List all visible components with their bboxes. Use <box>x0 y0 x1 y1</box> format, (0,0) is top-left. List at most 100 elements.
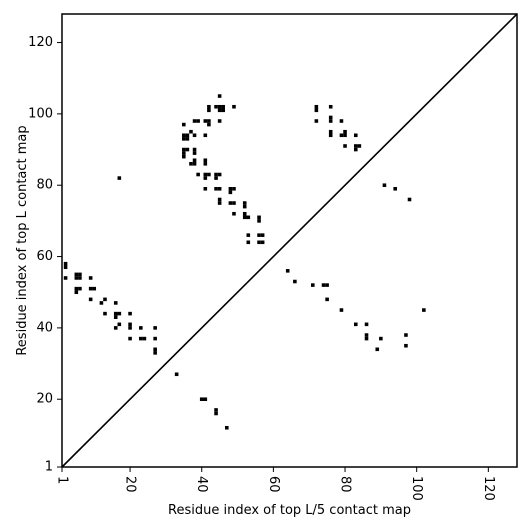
contact-point <box>196 172 200 177</box>
contact-point <box>203 176 208 180</box>
contact-point <box>203 187 208 191</box>
contact-point <box>285 269 290 273</box>
contact-point <box>422 308 426 312</box>
contact-point <box>257 215 261 220</box>
x-tick-label: 120 <box>481 476 496 501</box>
contact-point <box>314 108 319 113</box>
contact-point <box>328 133 333 138</box>
contact-point <box>217 108 222 113</box>
contact-point <box>113 315 118 319</box>
contact-point <box>139 326 143 330</box>
contact-point <box>314 119 319 123</box>
y-tick-label: 40 <box>36 320 53 335</box>
contact-point <box>182 147 186 152</box>
y-tick-label: 120 <box>28 35 53 50</box>
contact-point <box>328 115 333 120</box>
contact-point <box>78 286 82 291</box>
contact-point <box>74 286 79 291</box>
contact-point <box>214 176 218 180</box>
scatter-points <box>63 94 426 430</box>
contact-point <box>232 187 236 191</box>
contact-point <box>214 411 218 416</box>
x-tick-label: 100 <box>409 476 424 501</box>
contact-point <box>153 351 157 355</box>
contact-point <box>99 301 104 305</box>
contact-point <box>246 215 251 220</box>
y-tick-label: 20 <box>36 392 53 407</box>
contact-point <box>88 276 93 280</box>
contact-point <box>174 372 179 377</box>
contact-point <box>232 104 236 109</box>
contact-point <box>325 297 329 302</box>
contact-point <box>199 397 204 402</box>
contact-point <box>246 233 251 237</box>
contact-point <box>192 162 197 166</box>
contact-point <box>203 162 208 166</box>
y-tick-label: 60 <box>36 249 53 264</box>
contact-point <box>92 286 97 291</box>
contact-point <box>379 336 383 341</box>
contact-point <box>217 172 222 177</box>
contact-point <box>153 347 157 352</box>
y-axis-label: Residue index of top L contact map <box>15 125 30 355</box>
contact-point <box>207 122 211 127</box>
contact-point <box>128 326 132 330</box>
contact-point <box>153 326 157 330</box>
contact-point <box>242 211 247 216</box>
contact-point <box>214 408 218 412</box>
contact-point <box>192 147 197 152</box>
contact-point <box>221 108 226 113</box>
y-tick-label: 80 <box>36 178 53 193</box>
contact-point <box>117 176 122 180</box>
contact-point <box>353 144 358 148</box>
contact-point <box>74 272 79 277</box>
x-tick-label: 1 <box>55 476 70 484</box>
contact-point <box>189 162 193 166</box>
contact-point <box>192 151 197 155</box>
contact-point <box>364 333 369 337</box>
contact-point <box>192 133 197 138</box>
x-tick-label: 80 <box>338 476 353 493</box>
contact-point <box>257 233 261 237</box>
contact-point <box>139 336 143 341</box>
contact-point <box>225 425 229 430</box>
plot-frame <box>61 13 518 468</box>
contact-point <box>343 144 347 148</box>
contact-point <box>217 197 222 202</box>
contact-point <box>242 201 247 205</box>
contact-point <box>182 151 186 155</box>
contact-point <box>311 283 315 287</box>
contact-point <box>393 187 397 191</box>
contact-point <box>217 94 222 98</box>
contact-point <box>404 333 408 337</box>
contact-point <box>113 326 118 330</box>
contact-point <box>203 133 208 138</box>
contact-point <box>217 187 222 191</box>
contact-point <box>214 172 218 177</box>
contact-point <box>325 283 329 287</box>
contact-point <box>103 311 107 316</box>
contact-point <box>242 215 247 220</box>
contact-point <box>185 137 190 141</box>
contact-point <box>196 119 200 123</box>
contact-point <box>78 272 82 277</box>
contact-point <box>113 301 118 305</box>
contact-point <box>339 308 344 312</box>
contact-point <box>113 311 118 316</box>
contact-point <box>293 279 297 284</box>
contact-point <box>357 144 362 148</box>
contact-point <box>207 172 211 177</box>
contact-point <box>314 104 319 109</box>
contact-point <box>203 119 208 123</box>
x-axis-ticks: 1 20 40 60 80 100 120 <box>55 467 496 501</box>
contact-point <box>260 233 265 237</box>
contact-point <box>364 336 369 341</box>
contact-point <box>88 286 93 291</box>
contact-point <box>228 187 233 191</box>
contact-point <box>328 119 333 123</box>
contact-point <box>232 211 236 216</box>
contact-point <box>78 276 82 280</box>
x-tick-label: 20 <box>123 476 138 493</box>
